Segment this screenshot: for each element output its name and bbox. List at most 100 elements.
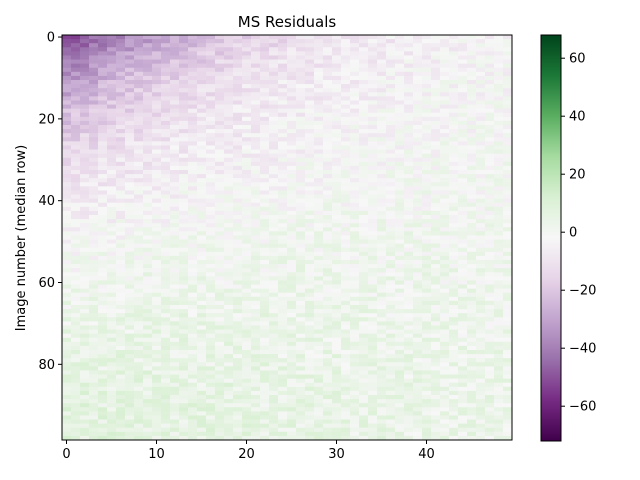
heatmap-cell bbox=[395, 423, 405, 429]
heatmap-cell bbox=[341, 337, 351, 343]
heatmap-cell bbox=[314, 63, 324, 69]
heatmap-cell bbox=[62, 276, 72, 281]
heatmap-cell bbox=[431, 125, 441, 130]
heatmap-cell bbox=[404, 71, 414, 77]
heatmap-cell bbox=[395, 350, 405, 355]
heatmap-cell bbox=[395, 427, 405, 433]
heatmap-cell bbox=[359, 157, 369, 163]
heatmap-cell bbox=[107, 55, 117, 60]
heatmap-cell bbox=[413, 247, 423, 253]
heatmap-cell bbox=[458, 313, 468, 318]
heatmap-cell bbox=[134, 260, 144, 265]
heatmap-cell bbox=[71, 341, 81, 347]
heatmap-cell bbox=[287, 427, 297, 433]
heatmap-cell bbox=[305, 313, 315, 318]
heatmap-cell bbox=[233, 272, 243, 277]
heatmap-cell bbox=[269, 288, 279, 294]
heatmap-cell bbox=[350, 329, 360, 335]
heatmap-cell bbox=[476, 227, 486, 232]
heatmap-cell bbox=[98, 403, 108, 408]
heatmap-cell bbox=[170, 100, 180, 105]
heatmap-cell bbox=[224, 403, 234, 408]
heatmap-cell bbox=[449, 39, 459, 44]
heatmap-cell bbox=[116, 104, 126, 110]
heatmap-cell bbox=[413, 341, 423, 347]
heatmap-cell bbox=[260, 321, 270, 326]
heatmap-cell bbox=[422, 239, 432, 245]
heatmap-cell bbox=[62, 407, 72, 412]
heatmap-cell bbox=[251, 170, 261, 175]
heatmap-cell bbox=[143, 47, 153, 52]
heatmap-cell bbox=[179, 210, 189, 216]
heatmap-cell bbox=[206, 174, 216, 179]
heatmap-cell bbox=[467, 378, 477, 384]
heatmap-cell bbox=[350, 100, 360, 105]
heatmap-cell bbox=[134, 386, 144, 392]
heatmap-cell bbox=[440, 272, 450, 277]
heatmap-cell bbox=[80, 329, 90, 335]
heatmap-cell bbox=[503, 170, 513, 175]
heatmap-cell bbox=[89, 96, 99, 101]
heatmap-cell bbox=[206, 386, 216, 392]
heatmap-cell bbox=[395, 415, 405, 420]
heatmap-cell bbox=[71, 251, 81, 257]
heatmap-cell bbox=[413, 423, 423, 429]
heatmap-cell bbox=[251, 264, 261, 269]
heatmap-cell bbox=[494, 247, 504, 253]
heatmap-cell bbox=[332, 239, 342, 245]
heatmap-cell bbox=[305, 345, 315, 351]
heatmap-cell bbox=[116, 243, 126, 249]
heatmap-cell bbox=[125, 43, 135, 48]
heatmap-cell bbox=[251, 309, 261, 314]
heatmap-cell bbox=[215, 260, 225, 265]
heatmap-cell bbox=[476, 317, 486, 322]
heatmap-cell bbox=[71, 174, 81, 179]
heatmap-cell bbox=[188, 51, 198, 56]
heatmap-cell bbox=[251, 272, 261, 277]
heatmap-cell bbox=[314, 174, 324, 179]
heatmap-cell bbox=[197, 202, 207, 208]
heatmap-cell bbox=[233, 145, 243, 150]
heatmap-cell bbox=[107, 280, 117, 285]
heatmap-cell bbox=[332, 333, 342, 339]
heatmap-cell bbox=[350, 333, 360, 339]
heatmap-cell bbox=[188, 255, 198, 261]
heatmap-cell bbox=[179, 120, 189, 126]
heatmap-cell bbox=[467, 145, 477, 150]
heatmap-cell bbox=[386, 215, 396, 220]
heatmap-cell bbox=[485, 395, 495, 400]
heatmap-cell bbox=[485, 382, 495, 388]
heatmap-cell bbox=[386, 260, 396, 265]
heatmap-cell bbox=[71, 382, 81, 388]
heatmap-cell bbox=[332, 231, 342, 236]
heatmap-cell bbox=[161, 390, 171, 396]
heatmap-cell bbox=[206, 329, 216, 335]
heatmap-cell bbox=[323, 96, 333, 101]
heatmap-cell bbox=[170, 300, 180, 306]
heatmap-cell bbox=[206, 71, 216, 77]
heatmap-cell bbox=[449, 288, 459, 294]
heatmap-cell bbox=[251, 96, 261, 101]
heatmap-cell bbox=[269, 243, 279, 249]
heatmap-cell bbox=[224, 235, 234, 240]
heatmap-cell bbox=[278, 120, 288, 126]
heatmap-cell bbox=[485, 386, 495, 392]
heatmap-cell bbox=[386, 194, 396, 200]
heatmap-cell bbox=[476, 354, 486, 359]
heatmap-cell bbox=[485, 378, 495, 384]
heatmap-cell bbox=[467, 59, 477, 65]
heatmap-cell bbox=[80, 108, 90, 114]
heatmap-cell bbox=[449, 190, 459, 195]
heatmap-cell bbox=[80, 186, 90, 191]
heatmap-cell bbox=[449, 362, 459, 367]
heatmap-cell bbox=[494, 67, 504, 73]
heatmap-cell bbox=[323, 186, 333, 191]
heatmap-cell bbox=[152, 96, 162, 101]
heatmap-cell bbox=[152, 104, 162, 110]
heatmap-cell bbox=[485, 300, 495, 306]
heatmap-cell bbox=[206, 51, 216, 56]
heatmap-cell bbox=[368, 145, 378, 150]
heatmap-cell bbox=[278, 317, 288, 322]
heatmap-cell bbox=[332, 108, 342, 114]
heatmap-cell bbox=[494, 350, 504, 355]
